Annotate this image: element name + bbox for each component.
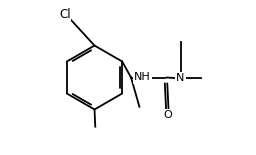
Text: N: N bbox=[176, 73, 185, 83]
Text: O: O bbox=[163, 110, 172, 120]
Text: NH: NH bbox=[134, 73, 151, 82]
Text: Cl: Cl bbox=[59, 8, 71, 21]
